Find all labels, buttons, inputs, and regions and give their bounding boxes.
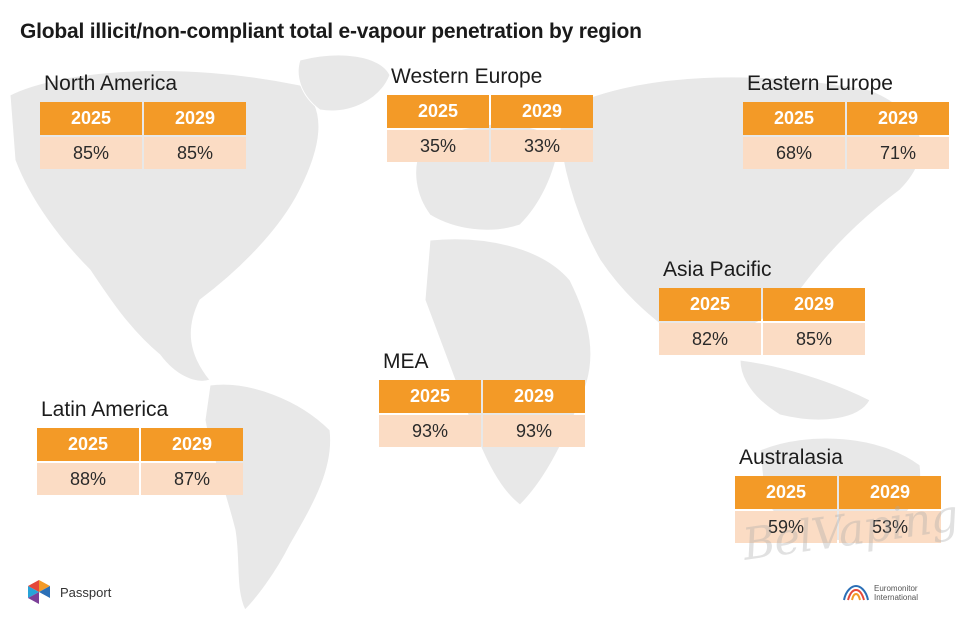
region-asia-pacific: Asia Pacific 2025 2029 82% 85% xyxy=(659,258,865,355)
passport-brand: Passport xyxy=(24,578,111,606)
value-cell: 87% xyxy=(141,463,243,495)
value-cell: 85% xyxy=(763,323,865,355)
map-greenland xyxy=(297,54,391,112)
region-name: Western Europe xyxy=(391,65,543,88)
region-name: Asia Pacific xyxy=(663,258,772,281)
value-cell: 93% xyxy=(483,415,585,447)
year-header: 2029 xyxy=(141,428,243,461)
euromonitor-logo-icon xyxy=(843,584,869,601)
region-name: Latin America xyxy=(41,398,169,421)
value-cell: 59% xyxy=(735,511,837,543)
value-cell: 93% xyxy=(379,415,481,447)
value-cell: 53% xyxy=(839,511,941,543)
year-header: 2029 xyxy=(491,95,593,128)
region-mea: MEA 2025 2029 93% 93% xyxy=(379,350,585,447)
passport-label: Passport xyxy=(60,584,112,600)
value-cell: 85% xyxy=(40,137,142,169)
value-cell: 82% xyxy=(659,323,761,355)
value-cell: 68% xyxy=(743,137,845,169)
value-cell: 35% xyxy=(387,130,489,162)
chart-title: Global illicit/non-compliant total e-vap… xyxy=(20,20,642,43)
region-name: Australasia xyxy=(739,446,843,469)
year-header: 2029 xyxy=(483,380,585,413)
year-header: 2025 xyxy=(379,380,481,413)
year-header: 2025 xyxy=(743,102,845,135)
euromonitor-label: Euromonitor International xyxy=(874,584,919,602)
euromonitor-brand: Euromonitor International xyxy=(842,584,944,602)
map-southeast-asia xyxy=(739,359,871,421)
value-cell: 33% xyxy=(491,130,593,162)
year-header: 2025 xyxy=(387,95,489,128)
region-western-europe: Western Europe 2025 2029 35% 33% xyxy=(387,65,593,162)
year-header: 2029 xyxy=(847,102,949,135)
region-latin-america: Latin America 2025 2029 88% 87% xyxy=(37,398,243,495)
value-cell: 85% xyxy=(144,137,246,169)
year-header: 2025 xyxy=(659,288,761,321)
region-name: MEA xyxy=(383,350,429,373)
year-header: 2029 xyxy=(839,476,941,509)
region-name: North America xyxy=(44,72,178,95)
year-header: 2025 xyxy=(37,428,139,461)
region-australasia: Australasia 2025 2029 59% 53% xyxy=(735,446,941,543)
passport-logo-icon xyxy=(28,580,50,604)
region-eastern-europe: Eastern Europe 2025 2029 68% 71% xyxy=(743,72,949,169)
value-cell: 71% xyxy=(847,137,949,169)
value-cell: 88% xyxy=(37,463,139,495)
year-header: 2029 xyxy=(144,102,246,135)
year-header: 2025 xyxy=(735,476,837,509)
region-north-america: North America 2025 2029 85% 85% xyxy=(40,72,246,169)
year-header: 2025 xyxy=(40,102,142,135)
year-header: 2029 xyxy=(763,288,865,321)
region-name: Eastern Europe xyxy=(747,72,893,95)
